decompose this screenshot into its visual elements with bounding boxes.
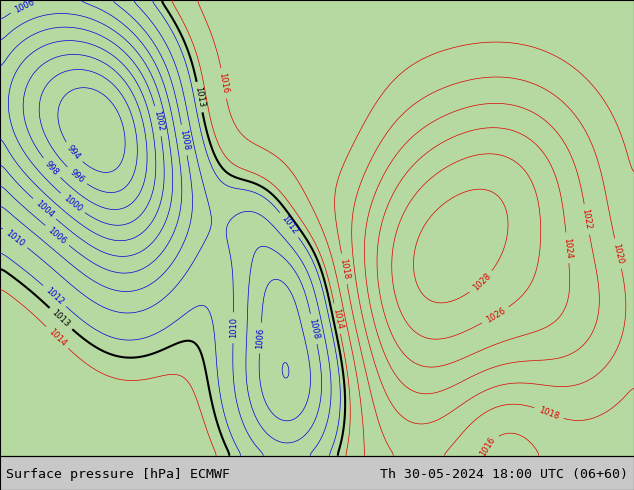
Text: 1016: 1016 bbox=[479, 436, 497, 458]
Text: 1028: 1028 bbox=[471, 271, 492, 293]
Text: 1010: 1010 bbox=[229, 317, 238, 339]
Text: 1006: 1006 bbox=[46, 225, 68, 246]
Text: 1014: 1014 bbox=[331, 307, 344, 330]
Text: 1013: 1013 bbox=[50, 308, 72, 329]
Text: 998: 998 bbox=[43, 159, 60, 177]
Text: 994: 994 bbox=[65, 144, 82, 161]
Text: 1022: 1022 bbox=[581, 208, 593, 230]
Text: 1014: 1014 bbox=[46, 327, 68, 348]
Text: 1008: 1008 bbox=[307, 318, 320, 340]
Text: 1012: 1012 bbox=[280, 214, 299, 236]
Text: 1016: 1016 bbox=[217, 72, 230, 95]
Text: 996: 996 bbox=[68, 167, 86, 184]
Text: 1006: 1006 bbox=[13, 0, 36, 14]
Text: 1000: 1000 bbox=[61, 193, 84, 213]
Text: 1006: 1006 bbox=[256, 327, 266, 349]
Text: Th 30-05-2024 18:00 UTC (06+60): Th 30-05-2024 18:00 UTC (06+60) bbox=[380, 468, 628, 481]
Text: 1010: 1010 bbox=[4, 228, 26, 248]
Text: 1026: 1026 bbox=[484, 306, 507, 324]
Text: 1018: 1018 bbox=[338, 258, 351, 280]
Text: 1013: 1013 bbox=[193, 86, 206, 108]
Text: 1002: 1002 bbox=[152, 110, 165, 132]
Text: 1004: 1004 bbox=[34, 198, 55, 219]
Text: 1012: 1012 bbox=[44, 286, 65, 306]
Text: 1020: 1020 bbox=[611, 243, 625, 265]
Text: 1018: 1018 bbox=[538, 405, 560, 421]
Text: Surface pressure [hPa] ECMWF: Surface pressure [hPa] ECMWF bbox=[6, 468, 230, 481]
Text: 1008: 1008 bbox=[178, 129, 191, 151]
Text: 1024: 1024 bbox=[562, 237, 573, 259]
